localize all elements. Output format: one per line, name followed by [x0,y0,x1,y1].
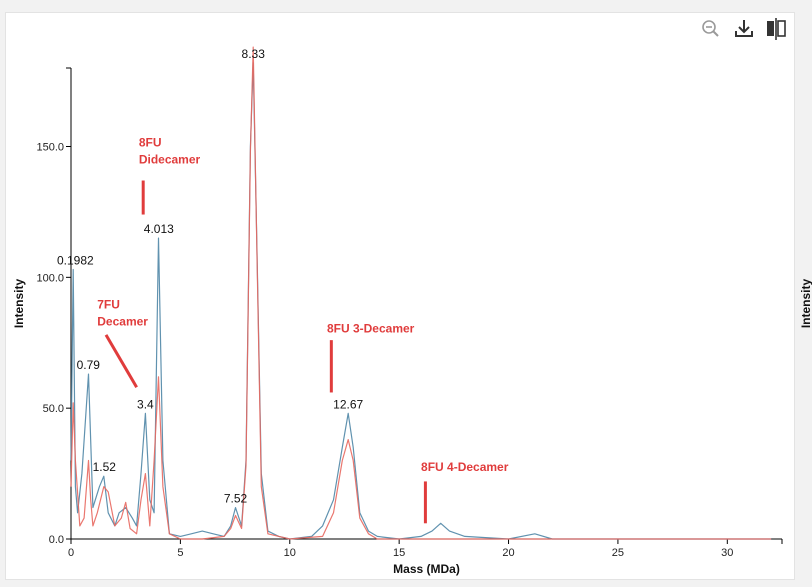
annotation-marker [104,334,138,388]
y-axis-title: Intensity [12,279,26,329]
x-tick-label: 15 [393,547,405,559]
compare-icon[interactable] [763,16,789,42]
x-axis-title: Mass (MDa) [393,562,460,576]
zoom-out-icon[interactable] [698,16,724,42]
peak-label: 3.4 [137,397,154,411]
x-tick-label: 20 [502,547,514,559]
y-tick-label: 50.0 [43,403,64,415]
peak-label: 7.52 [224,492,248,506]
annotation-text: 8FU 3-Decamer [327,321,415,335]
y-tick-label: 0.0 [49,534,64,546]
x-tick-label: 5 [177,547,183,559]
peak-label: 12.67 [333,397,363,411]
peak-label: 8.33 [242,47,266,61]
peak-label: 4.013 [144,222,174,236]
x-tick-label: 25 [612,547,624,559]
chart-panel [5,12,795,580]
x-tick-label: 30 [721,547,733,559]
y-tick-label: 150.0 [36,142,64,154]
annotation-text: 7FU [97,298,120,312]
annotation-text: 8FU [139,136,162,150]
x-tick-label: 10 [284,547,296,559]
chart-toolbar [698,16,790,42]
annotation-text: Decamer [97,315,148,329]
peak-label: 0.79 [77,358,101,372]
annotation-text: 8FU 4-Decamer [421,460,509,474]
peak-label: 0.1982 [57,253,94,267]
x-tick-label: 0 [68,547,74,559]
annotation: 7FU Decamer [97,298,148,388]
y-tick-label: 100.0 [36,272,64,284]
right-y-axis-title-partial: Intensity [799,279,812,329]
fit-trace-line [70,46,772,540]
annotation-text: Didecamer [139,153,201,167]
annotation: 8FU Didecamer [139,136,201,215]
download-icon[interactable] [731,16,757,42]
peak-label: 1.52 [93,460,117,474]
annotation: 8FU 4-Decamer [421,460,509,524]
annotation: 8FU 3-Decamer [327,321,415,393]
